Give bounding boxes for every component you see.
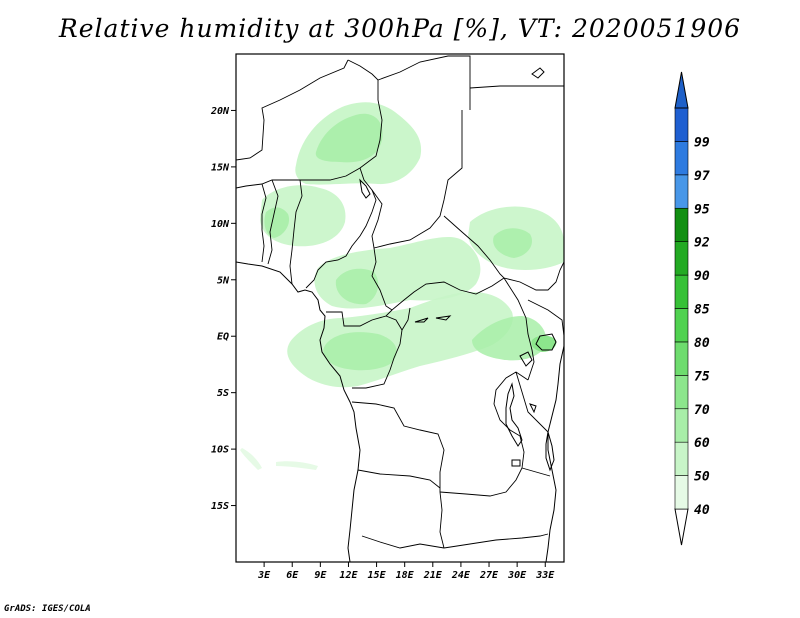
colorbar-segment (674, 274, 689, 309)
humidity-shading (240, 102, 564, 470)
colorbar-level-label: 60 (694, 436, 710, 451)
humid-region-niger-core (315, 113, 383, 163)
colorbar-segment (674, 475, 689, 510)
x-tick-label: 12E (339, 570, 358, 581)
humid-region-angola-coast-2 (276, 461, 318, 470)
x-tick-label: 9E (314, 570, 327, 581)
colorbar-under-triangle (674, 508, 689, 546)
colorbar-level-label: 40 (694, 503, 710, 518)
x-tick-label: 27E (479, 570, 499, 581)
colorbar-segment (674, 375, 689, 410)
colorbar-segment (674, 441, 689, 476)
colorbar-level-label: 85 (694, 303, 710, 318)
y-tick-label: 15N (211, 162, 230, 173)
colorbar-level-label: 95 (694, 202, 710, 217)
x-tick-label: 3E (257, 570, 271, 581)
x-tick-label: 21E (423, 570, 443, 581)
colorbar-level-label: 99 (694, 135, 710, 150)
y-tick-label: 20N (210, 106, 230, 117)
colorbar-segment (674, 174, 689, 209)
y-tick-label: EQ (217, 332, 229, 343)
colorbar-segment (674, 241, 689, 276)
coastline (236, 261, 564, 562)
x-tick-label: 33E (535, 570, 555, 581)
lakes (359, 67, 557, 472)
colorbar-level-label: 70 (694, 403, 710, 418)
colorbar-over-triangle (674, 71, 689, 109)
humid-region-cameroon-core (335, 268, 379, 305)
colorbar-level-label: 80 (694, 336, 710, 351)
y-tick-label: 5S (217, 388, 229, 399)
country-borders (236, 55, 564, 549)
colorbar: 40 50 60 70 75 80 85 90 92 95 97 99 (674, 71, 710, 546)
colorbar-segment (674, 308, 689, 343)
colorbar-level-label: 75 (694, 369, 710, 384)
x-tick-label: 30E (507, 570, 527, 581)
humid-region-victoria (472, 316, 547, 361)
map-title: Relative humidity at 300hPa [%], VT: 202… (58, 14, 742, 43)
colorbar-segment (674, 141, 689, 176)
x-tick-label: 24E (451, 570, 471, 581)
y-tick-label: 5N (217, 275, 230, 286)
colorbar-segment (674, 408, 689, 443)
humid-region-south-sudan-core (493, 228, 533, 258)
colorbar-level-label: 97 (694, 169, 710, 184)
x-tick-label: 15E (368, 570, 387, 581)
colorbar-level-label: 90 (694, 269, 710, 284)
y-tick-label: 10S (211, 445, 229, 456)
colorbar-segment (674, 341, 689, 376)
x-tick-label: 6E (286, 570, 299, 581)
colorbar-segment (674, 107, 689, 142)
humid-region-congo-core (323, 332, 397, 371)
map-frame (235, 53, 565, 563)
y-tick-label: 15S (211, 501, 229, 512)
y-axis-ticks: 20N 15N 10N 5N EQ 5S 10S 15S (210, 106, 236, 512)
colorbar-level-label: 92 (694, 236, 710, 251)
grads-credit: GrADS: IGES/COLA (4, 604, 91, 614)
colorbar-level-label: 50 (694, 470, 710, 485)
colorbar-segment (674, 207, 689, 242)
x-tick-label: 18E (396, 570, 415, 581)
y-tick-label: 10N (211, 219, 230, 230)
x-axis-ticks: 3E 6E 9E 12E 15E 18E 21E 24E 27E 30E 33E (257, 562, 555, 581)
humid-region-angola-coast (240, 448, 262, 470)
